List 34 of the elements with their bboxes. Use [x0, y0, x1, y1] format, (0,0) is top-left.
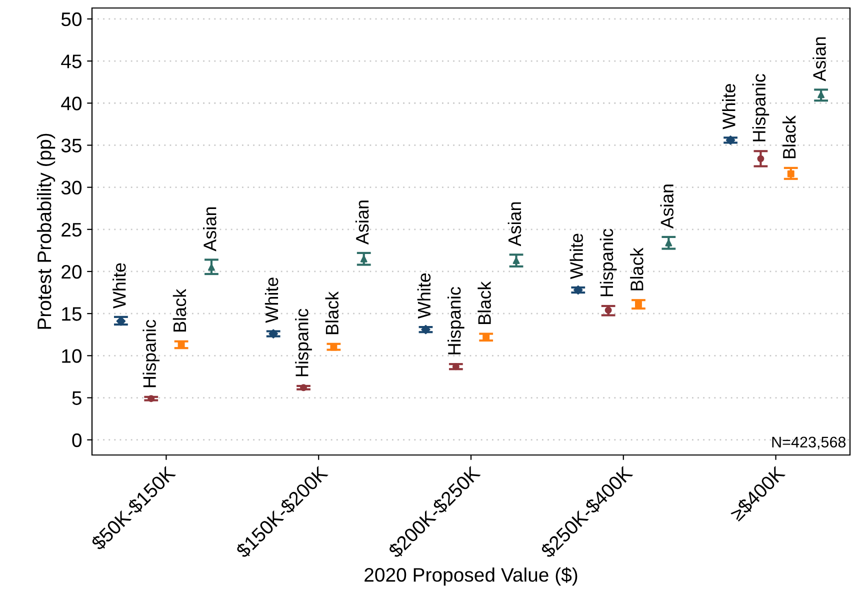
y-axis-title: Protest Probability (pp) — [36, 134, 56, 329]
text: Asian — [660, 184, 674, 229]
text: Black — [172, 288, 186, 332]
y-tick-label: 10 — [62, 349, 82, 363]
y-tick-label: 45 — [61, 54, 82, 68]
text: White — [722, 84, 736, 130]
y-tick-label: 30 — [61, 180, 82, 195]
text: Hispanic — [752, 74, 770, 142]
y-tick-label: 50 — [61, 12, 82, 26]
y-tick-label: 5 — [72, 391, 82, 405]
text: Asian — [508, 202, 522, 246]
text: Hispanic — [142, 320, 160, 388]
text: White — [570, 234, 583, 280]
annotation: N=423,568 — [772, 436, 846, 450]
text: Asian — [203, 207, 216, 252]
text: Black — [630, 248, 644, 290]
text: Black — [478, 281, 491, 324]
text: Black — [782, 115, 796, 158]
text: Hispanic — [295, 308, 312, 376]
y-tick-label: 20 — [62, 264, 82, 279]
text: White — [264, 278, 278, 323]
text: Hispanic — [448, 286, 464, 354]
text: Asian — [812, 37, 826, 82]
text: Black — [325, 291, 339, 334]
y-tick-label: 0 — [72, 433, 82, 448]
y-tick-label: 40 — [61, 96, 82, 110]
text: White — [417, 273, 431, 319]
y-tick-label: 15 — [62, 307, 82, 321]
y-tick-label: 25 — [62, 222, 82, 237]
text: Asian — [355, 200, 369, 245]
text: Hispanic — [600, 228, 617, 296]
x-axis-title: 2020 Proposed Value ($) — [364, 567, 578, 586]
text: White — [112, 263, 126, 309]
y-tick-label: 35 — [61, 138, 82, 152]
